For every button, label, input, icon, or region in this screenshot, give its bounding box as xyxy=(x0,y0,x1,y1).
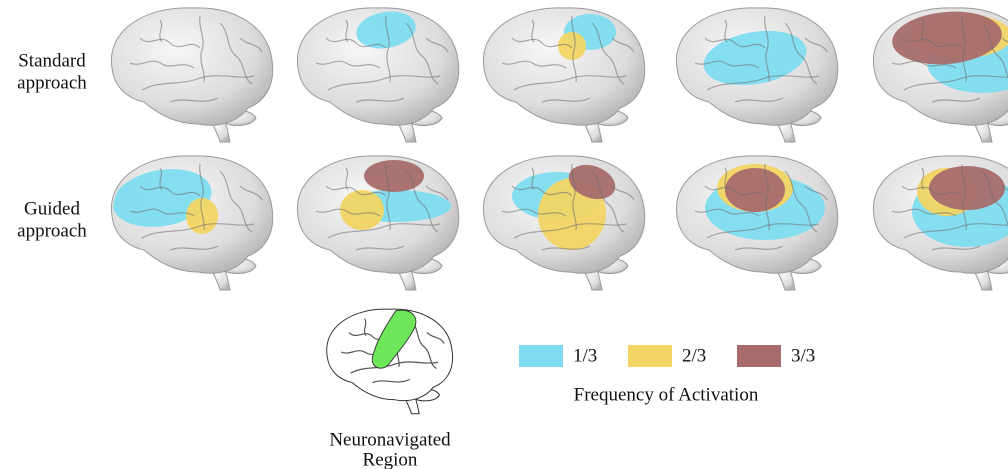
brain xyxy=(327,309,453,414)
legend-title: Frequency of Activation xyxy=(574,384,759,405)
brain xyxy=(111,8,272,142)
brain xyxy=(873,7,1008,142)
figure: StandardapproachGuidedapproach Neuronavi… xyxy=(0,0,1008,469)
brain xyxy=(297,7,458,142)
brain-grid xyxy=(108,7,1008,290)
brain xyxy=(483,156,644,290)
inset-label: Region xyxy=(363,449,418,469)
row-label: Guided xyxy=(24,198,80,219)
inset-label: Neuronavigated xyxy=(329,429,451,450)
brain xyxy=(676,8,837,142)
activation-blob xyxy=(364,160,424,192)
brain xyxy=(108,156,273,290)
row-label: Standard xyxy=(18,50,86,71)
brain xyxy=(676,156,837,290)
brain xyxy=(873,156,1008,290)
legend-swatch xyxy=(519,345,563,367)
legend-label: 1/3 xyxy=(573,345,597,366)
legend-swatch xyxy=(737,345,781,367)
legend-label: 3/3 xyxy=(791,345,815,366)
row-label: approach xyxy=(17,72,87,93)
activation-blob xyxy=(340,190,384,230)
brain xyxy=(297,156,458,290)
activation-blob xyxy=(558,32,586,60)
legend: 1/3 2/3 3/3 Frequency of Activation xyxy=(519,345,815,405)
brain xyxy=(483,8,644,142)
row-label: approach xyxy=(17,220,87,241)
activation-blob xyxy=(929,166,1005,210)
legend-label: 2/3 xyxy=(682,345,706,366)
legend-swatch xyxy=(628,345,672,367)
